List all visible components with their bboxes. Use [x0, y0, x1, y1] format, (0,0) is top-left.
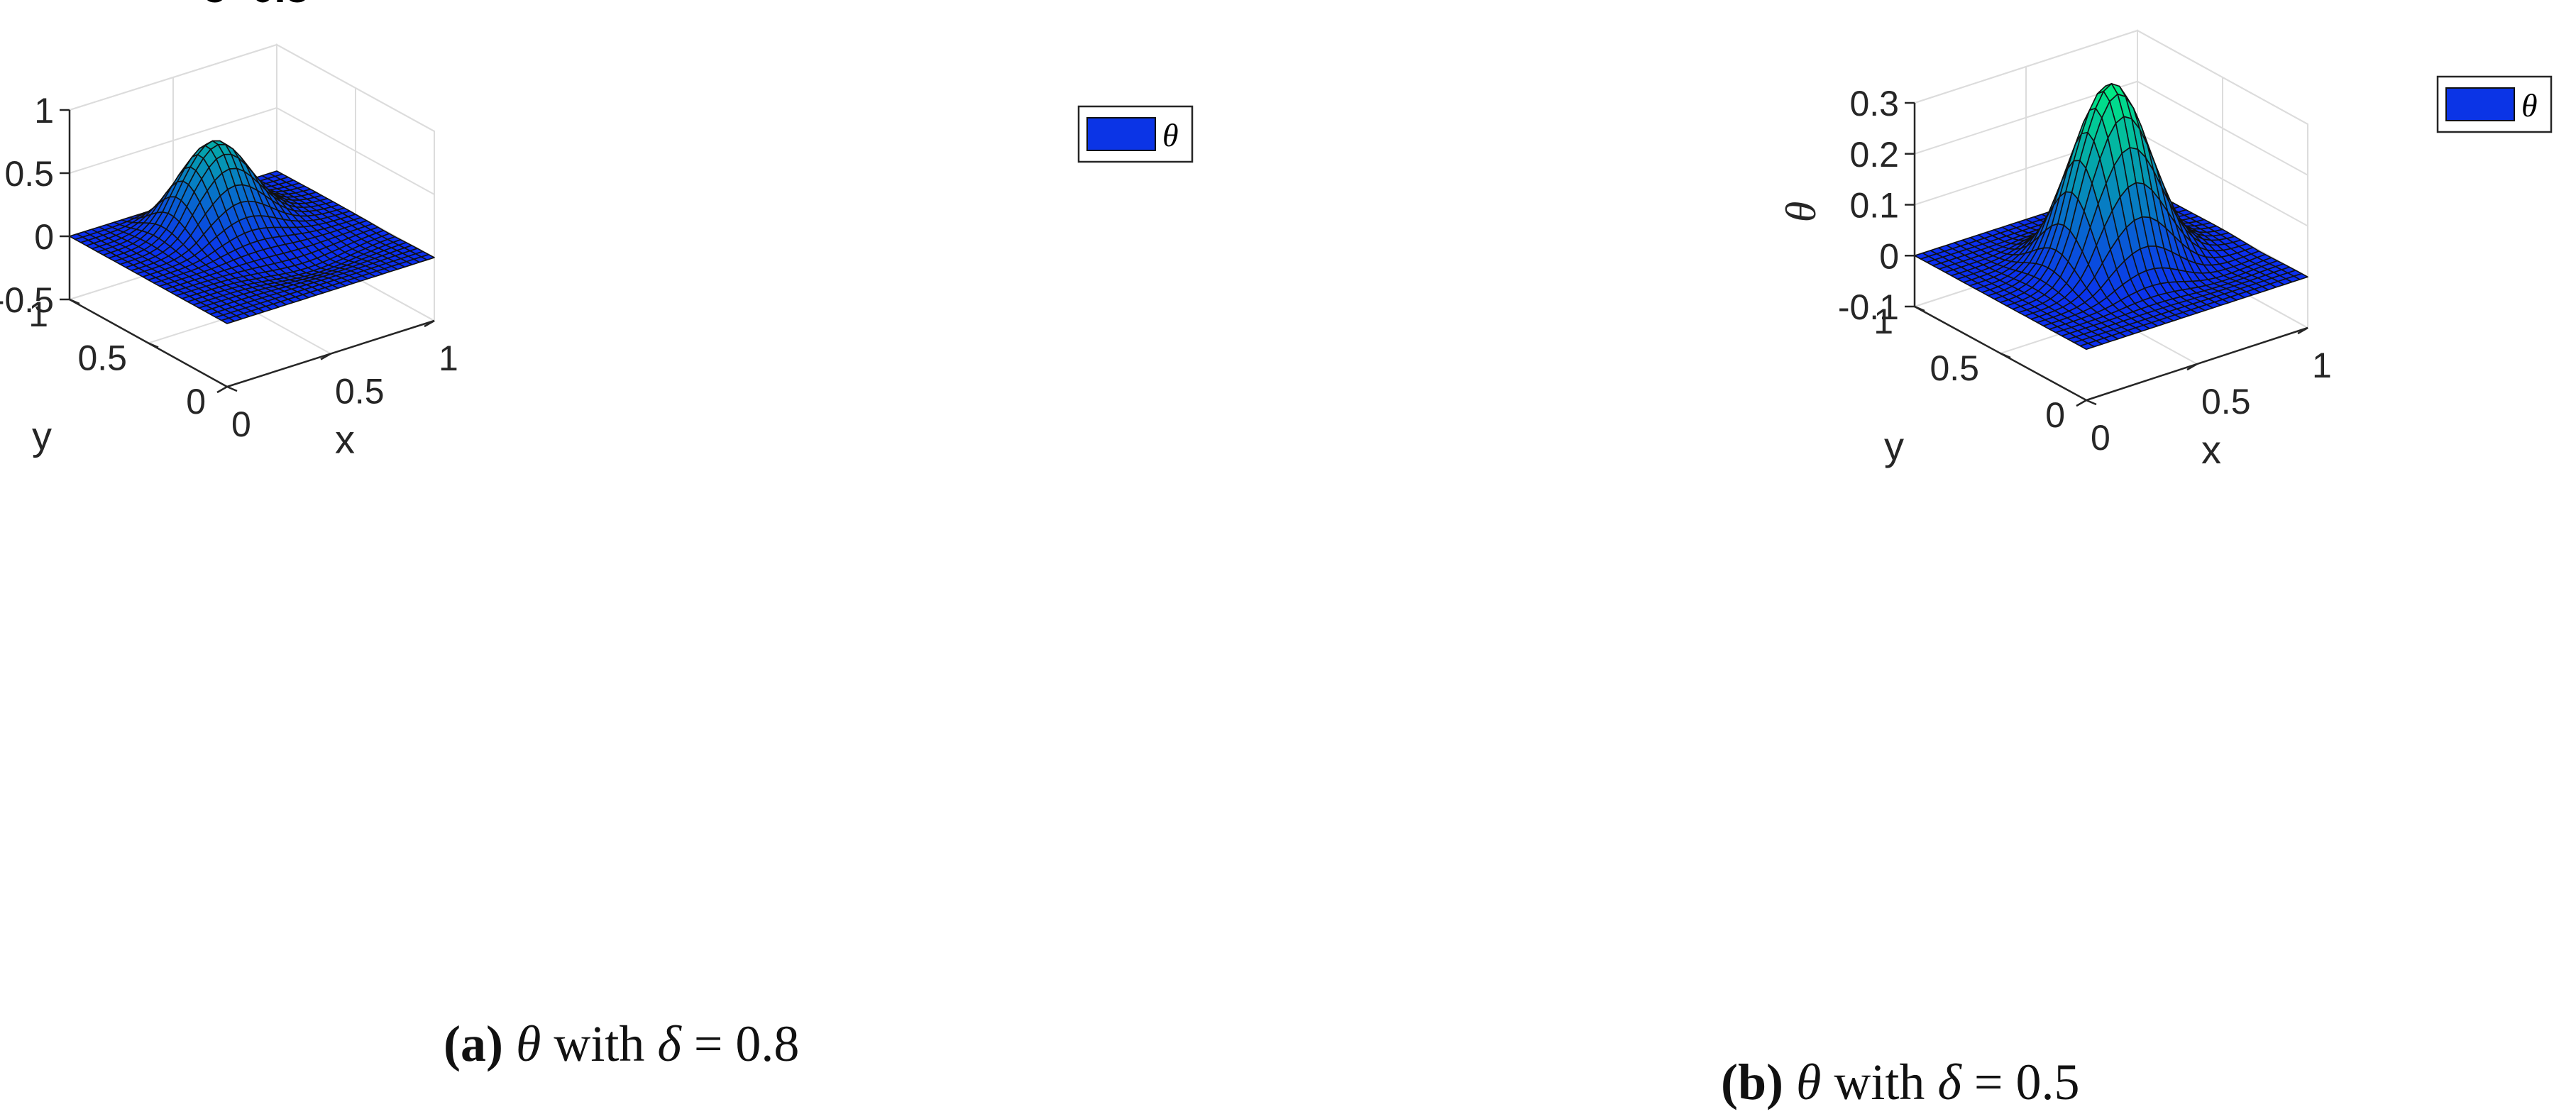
- legend-swatch: [2445, 87, 2515, 121]
- x-tick-mark: [2297, 326, 2308, 335]
- y-tick-label: 0: [186, 382, 206, 421]
- caption-a: (a) θ with δ = 0.8: [444, 1015, 799, 1074]
- surface-patch: [2079, 343, 2095, 351]
- y-tick-label: 1: [1873, 302, 1893, 341]
- z-tick-label: 0.1: [1849, 186, 1899, 226]
- legend-label: θ: [1162, 117, 1179, 153]
- z-tick-label: -0.5: [0, 280, 54, 320]
- x-tick-mark: [424, 319, 435, 328]
- z-tick-label: 0.5: [4, 154, 54, 194]
- y-tick-label: 1: [28, 294, 48, 334]
- x-tick-mark: [216, 385, 228, 394]
- caption-a-value: = 0.8: [693, 1015, 800, 1072]
- caption-b-delta: δ: [1937, 1054, 1961, 1110]
- caption-b-with: with: [1834, 1054, 1925, 1110]
- z-axis-label: θ: [1778, 202, 1824, 222]
- y-tick-label: 0.5: [1930, 348, 1979, 388]
- surface: [69, 140, 435, 324]
- y-tick-mark: [69, 298, 80, 305]
- x-axis-label: x: [2201, 427, 2221, 472]
- x-tick-label: 0: [231, 404, 251, 444]
- z-tick-label: 0: [1879, 236, 1899, 276]
- y-tick-mark: [226, 385, 238, 392]
- y-tick-label: 0.5: [77, 338, 127, 378]
- caption-b-value: = 0.5: [1974, 1054, 2080, 1110]
- caption-a-label: (a): [444, 1015, 503, 1072]
- z-tick-label: 1: [34, 91, 54, 131]
- surface-patch: [221, 317, 236, 324]
- plot-title: δ=0.8: [202, 0, 309, 11]
- z-tick-label: 0.2: [1849, 135, 1899, 175]
- y-axis-label: y: [32, 414, 52, 458]
- x-tick-label: 0.5: [2201, 382, 2251, 421]
- x-axis-label: x: [335, 417, 355, 462]
- y-tick-label: 0: [2045, 395, 2065, 435]
- y-tick-mark: [148, 342, 159, 348]
- y-axis-label: y: [1884, 424, 1904, 468]
- x-axis-line: [2086, 326, 2308, 402]
- caption-a-theta: θ: [515, 1015, 541, 1072]
- x-tick-label: 0: [2091, 418, 2110, 458]
- x-tick-label: 1: [439, 338, 458, 378]
- x-tick-label: 0.5: [335, 372, 385, 412]
- axis-lines: [1905, 101, 2308, 407]
- z-tick-label: -0.1: [1838, 287, 1899, 327]
- x-tick-mark: [2186, 363, 2198, 371]
- z-tick-label: 0.3: [1849, 84, 1899, 123]
- caption-b: (b) θ with δ = 0.5: [1721, 1053, 2079, 1112]
- surface: [1914, 83, 2308, 351]
- x-tick-label: 1: [2312, 346, 2332, 385]
- caption-b-theta: θ: [1796, 1054, 1822, 1110]
- caption-a-delta: δ: [657, 1015, 681, 1072]
- axis-lines: [60, 109, 435, 394]
- legend-swatch: [1086, 117, 1156, 151]
- x-tick-mark: [320, 353, 331, 360]
- legend: θ: [1077, 105, 1194, 163]
- z-tick-label: 0: [34, 217, 54, 257]
- legend: θ: [2436, 75, 2553, 133]
- x-tick-mark: [2076, 399, 2087, 407]
- y-tick-mark: [1914, 305, 1925, 312]
- legend-label: θ: [2521, 87, 2538, 123]
- caption-a-with: with: [554, 1015, 645, 1072]
- y-tick-mark: [2000, 352, 2011, 359]
- caption-b-label: (b): [1721, 1054, 1783, 1110]
- y-tick-mark: [2086, 399, 2097, 406]
